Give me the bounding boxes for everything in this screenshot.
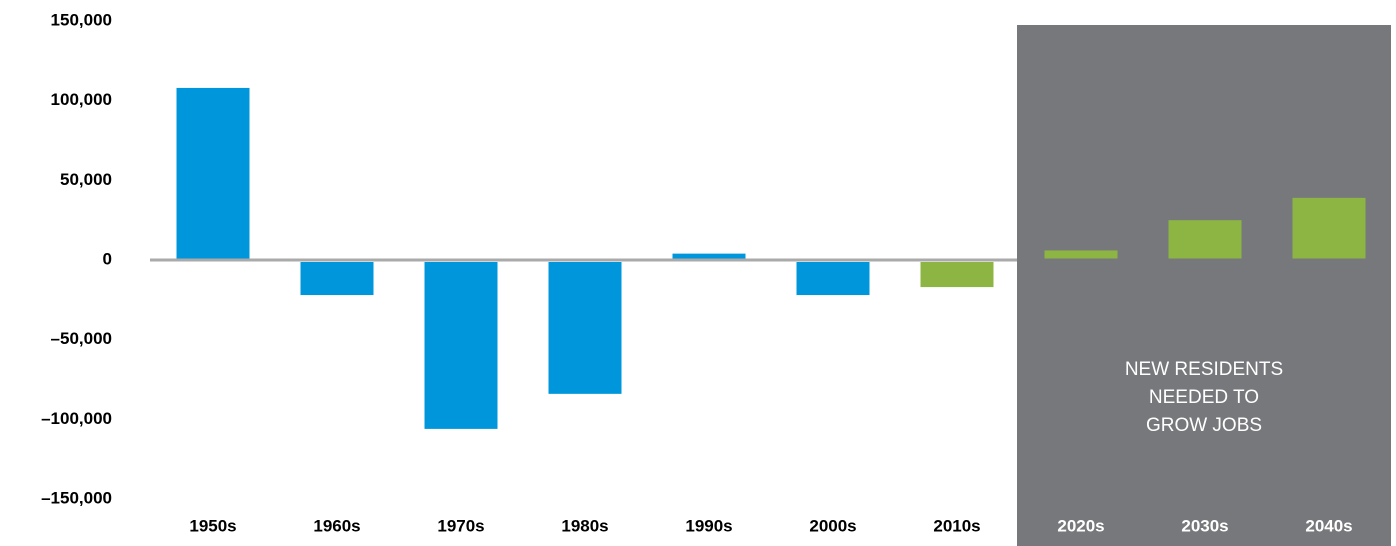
bar — [424, 262, 498, 429]
y-tick-label: 100,000 — [51, 90, 112, 109]
y-tick-label: 0 — [103, 249, 112, 268]
y-tick-label: 50,000 — [60, 170, 112, 189]
bar — [1292, 197, 1366, 259]
y-tick-label: –50,000 — [51, 329, 112, 348]
shaded-region — [1017, 25, 1391, 546]
x-tick-label: 2000s — [809, 516, 856, 535]
bar — [548, 262, 622, 394]
x-tick-label: 1980s — [561, 516, 608, 535]
annotation: NEEDED TO — [1149, 387, 1259, 408]
bar — [1044, 250, 1118, 259]
x-tick-label: 2030s — [1181, 516, 1228, 535]
annotation: NEW RESIDENTS — [1125, 359, 1283, 380]
bar — [672, 253, 746, 259]
x-tick-label: 2020s — [1057, 516, 1104, 535]
x-tick-label: 1970s — [437, 516, 484, 535]
y-tick-label: 150,000 — [51, 10, 112, 29]
x-tick-label: 2040s — [1305, 516, 1352, 535]
bar — [176, 87, 250, 259]
annotation: GROW JOBS — [1146, 415, 1262, 436]
x-tick-label: 1990s — [685, 516, 732, 535]
bar — [300, 262, 374, 296]
y-tick-label: –150,000 — [41, 488, 112, 507]
bar — [920, 262, 994, 288]
x-tick-label: 1960s — [313, 516, 360, 535]
bar — [796, 262, 870, 296]
x-tick-label: 2010s — [933, 516, 980, 535]
x-tick-label: 1950s — [189, 516, 236, 535]
y-tick-label: –100,000 — [41, 409, 112, 428]
bar — [1168, 220, 1242, 259]
